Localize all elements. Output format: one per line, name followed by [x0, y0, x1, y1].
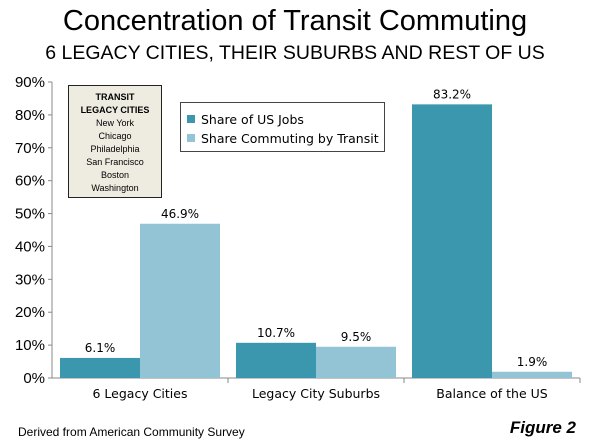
bar-jobs	[60, 357, 140, 378]
bar-transit	[140, 223, 220, 378]
legacy-city: San Francisco	[86, 157, 144, 167]
legacy-box-heading-1: TRANSIT	[95, 92, 135, 102]
y-tick-label: 50%	[15, 206, 45, 223]
chart-legend: Share of US Jobs Share Commuting by Tran…	[180, 102, 385, 152]
legend-swatch-jobs	[187, 115, 195, 123]
data-label: 9.5%	[341, 330, 372, 344]
x-tick-label: Balance of the US	[436, 386, 547, 401]
data-label: 83.2%	[433, 87, 471, 101]
y-tick-label: 40%	[15, 238, 45, 255]
legacy-city: Philadelphia	[90, 144, 140, 154]
legacy-city: Washington	[91, 183, 139, 193]
chart-title: Concentration of Transit Commuting	[62, 5, 528, 37]
x-tick-label: 6 Legacy Cities	[93, 386, 188, 401]
y-tick-label: 90%	[15, 74, 45, 91]
legend-label-jobs: Share of US Jobs	[201, 111, 304, 127]
figure-label: Figure 2	[509, 418, 576, 437]
data-label: 1.9%	[517, 355, 548, 369]
y-tick-label: 60%	[15, 173, 45, 190]
legend-swatch-transit	[187, 134, 195, 142]
bar-transit	[492, 371, 572, 378]
source-note: Derived from American Community Survey	[18, 425, 245, 439]
data-label: 6.1%	[85, 341, 116, 355]
legend-entry-transit: Share Commuting by Transit	[187, 129, 379, 147]
y-tick-label: 30%	[15, 271, 45, 288]
legacy-city: Boston	[100, 170, 130, 180]
bar-jobs	[236, 342, 316, 378]
x-tick-label: Legacy City Suburbs	[252, 386, 380, 401]
y-tick-label: 20%	[15, 304, 45, 321]
data-label: 10.7%	[257, 326, 295, 340]
bar-jobs	[412, 104, 492, 378]
y-tick-label: 80%	[15, 107, 45, 124]
data-label: 46.9%	[161, 207, 199, 221]
legacy-cities-box: TRANSIT LEGACY CITIES New York Chicago P…	[68, 85, 162, 198]
legacy-city: Chicago	[98, 131, 132, 141]
y-tick-label: 70%	[15, 140, 45, 157]
legacy-city: New York	[95, 118, 135, 128]
legend-label-transit: Share Commuting by Transit	[201, 130, 379, 146]
legacy-box-heading-2: LEGACY CITIES	[80, 105, 150, 115]
y-tick-label: 10%	[15, 337, 45, 354]
bar-transit	[316, 346, 396, 378]
chart-subtitle: 6 LEGACY CITIES, THEIR SUBURBS AND REST …	[45, 42, 545, 64]
y-tick-label: 0%	[23, 370, 45, 387]
legend-entry-jobs: Share of US Jobs	[187, 110, 304, 128]
